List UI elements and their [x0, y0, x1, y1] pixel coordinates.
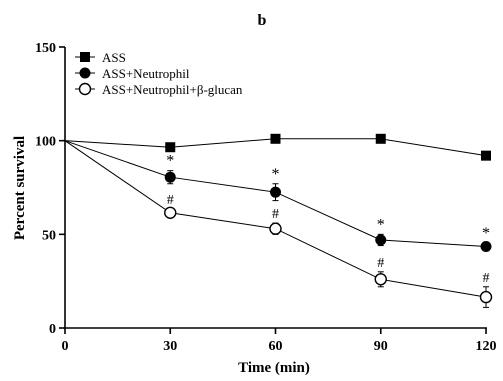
- data-point: [164, 206, 177, 219]
- significance-hash: #: [483, 271, 490, 286]
- y-axis-label: Percent survival: [12, 136, 28, 240]
- data-point: [270, 186, 281, 198]
- data-point: [375, 234, 387, 246]
- data-point: [165, 142, 176, 153]
- legend-item: ASS+Neutrophil: [75, 66, 190, 81]
- data-point: [480, 241, 492, 253]
- significance-hash: #: [377, 256, 384, 271]
- data-point: [481, 150, 491, 161]
- significance-hash: #: [272, 207, 279, 222]
- x-tick-label: 60: [269, 339, 283, 354]
- y-tick-label: 150: [35, 41, 56, 56]
- x-axis-label: Time (min): [238, 360, 310, 376]
- series-3: # # # #: [64, 140, 493, 308]
- y-tick-label: 0: [49, 322, 56, 337]
- y-tick-label: 100: [35, 135, 56, 150]
- significance-star: *: [377, 216, 385, 233]
- significance-hash: #: [167, 193, 174, 208]
- series-2: * * * *: [64, 140, 492, 253]
- series-group: * * * * # # # #: [64, 133, 493, 308]
- significance-star: *: [272, 166, 280, 183]
- x-tick-label: 0: [62, 339, 69, 354]
- data-point: [374, 273, 387, 286]
- data-point: [269, 222, 282, 235]
- legend-marker: [80, 52, 90, 62]
- y-tick-label: 50: [42, 228, 56, 243]
- axes: 0 50 100 150 0 30 60 90 120: [35, 41, 497, 354]
- legend-item: ASS: [75, 50, 126, 65]
- x-tick-label: 120: [476, 339, 497, 354]
- legend-marker: [79, 67, 91, 79]
- legend-label: ASS+Neutrophil: [102, 66, 190, 81]
- legend-label: ASS+Neutrophil+β-glucan: [102, 82, 243, 97]
- significance-star: *: [482, 225, 490, 242]
- legend-label: ASS: [102, 50, 126, 65]
- data-point: [479, 290, 493, 304]
- legend-marker: [78, 82, 92, 96]
- data-point: [270, 133, 281, 144]
- significance-star: *: [166, 153, 174, 170]
- panel-label: b: [258, 12, 267, 29]
- series-1: [64, 133, 491, 161]
- data-point: [375, 133, 386, 144]
- legend-item: ASS+Neutrophil+β-glucan: [75, 82, 243, 97]
- data-point: [164, 171, 176, 183]
- x-tick-label: 30: [163, 339, 177, 354]
- x-tick-label: 90: [374, 339, 388, 354]
